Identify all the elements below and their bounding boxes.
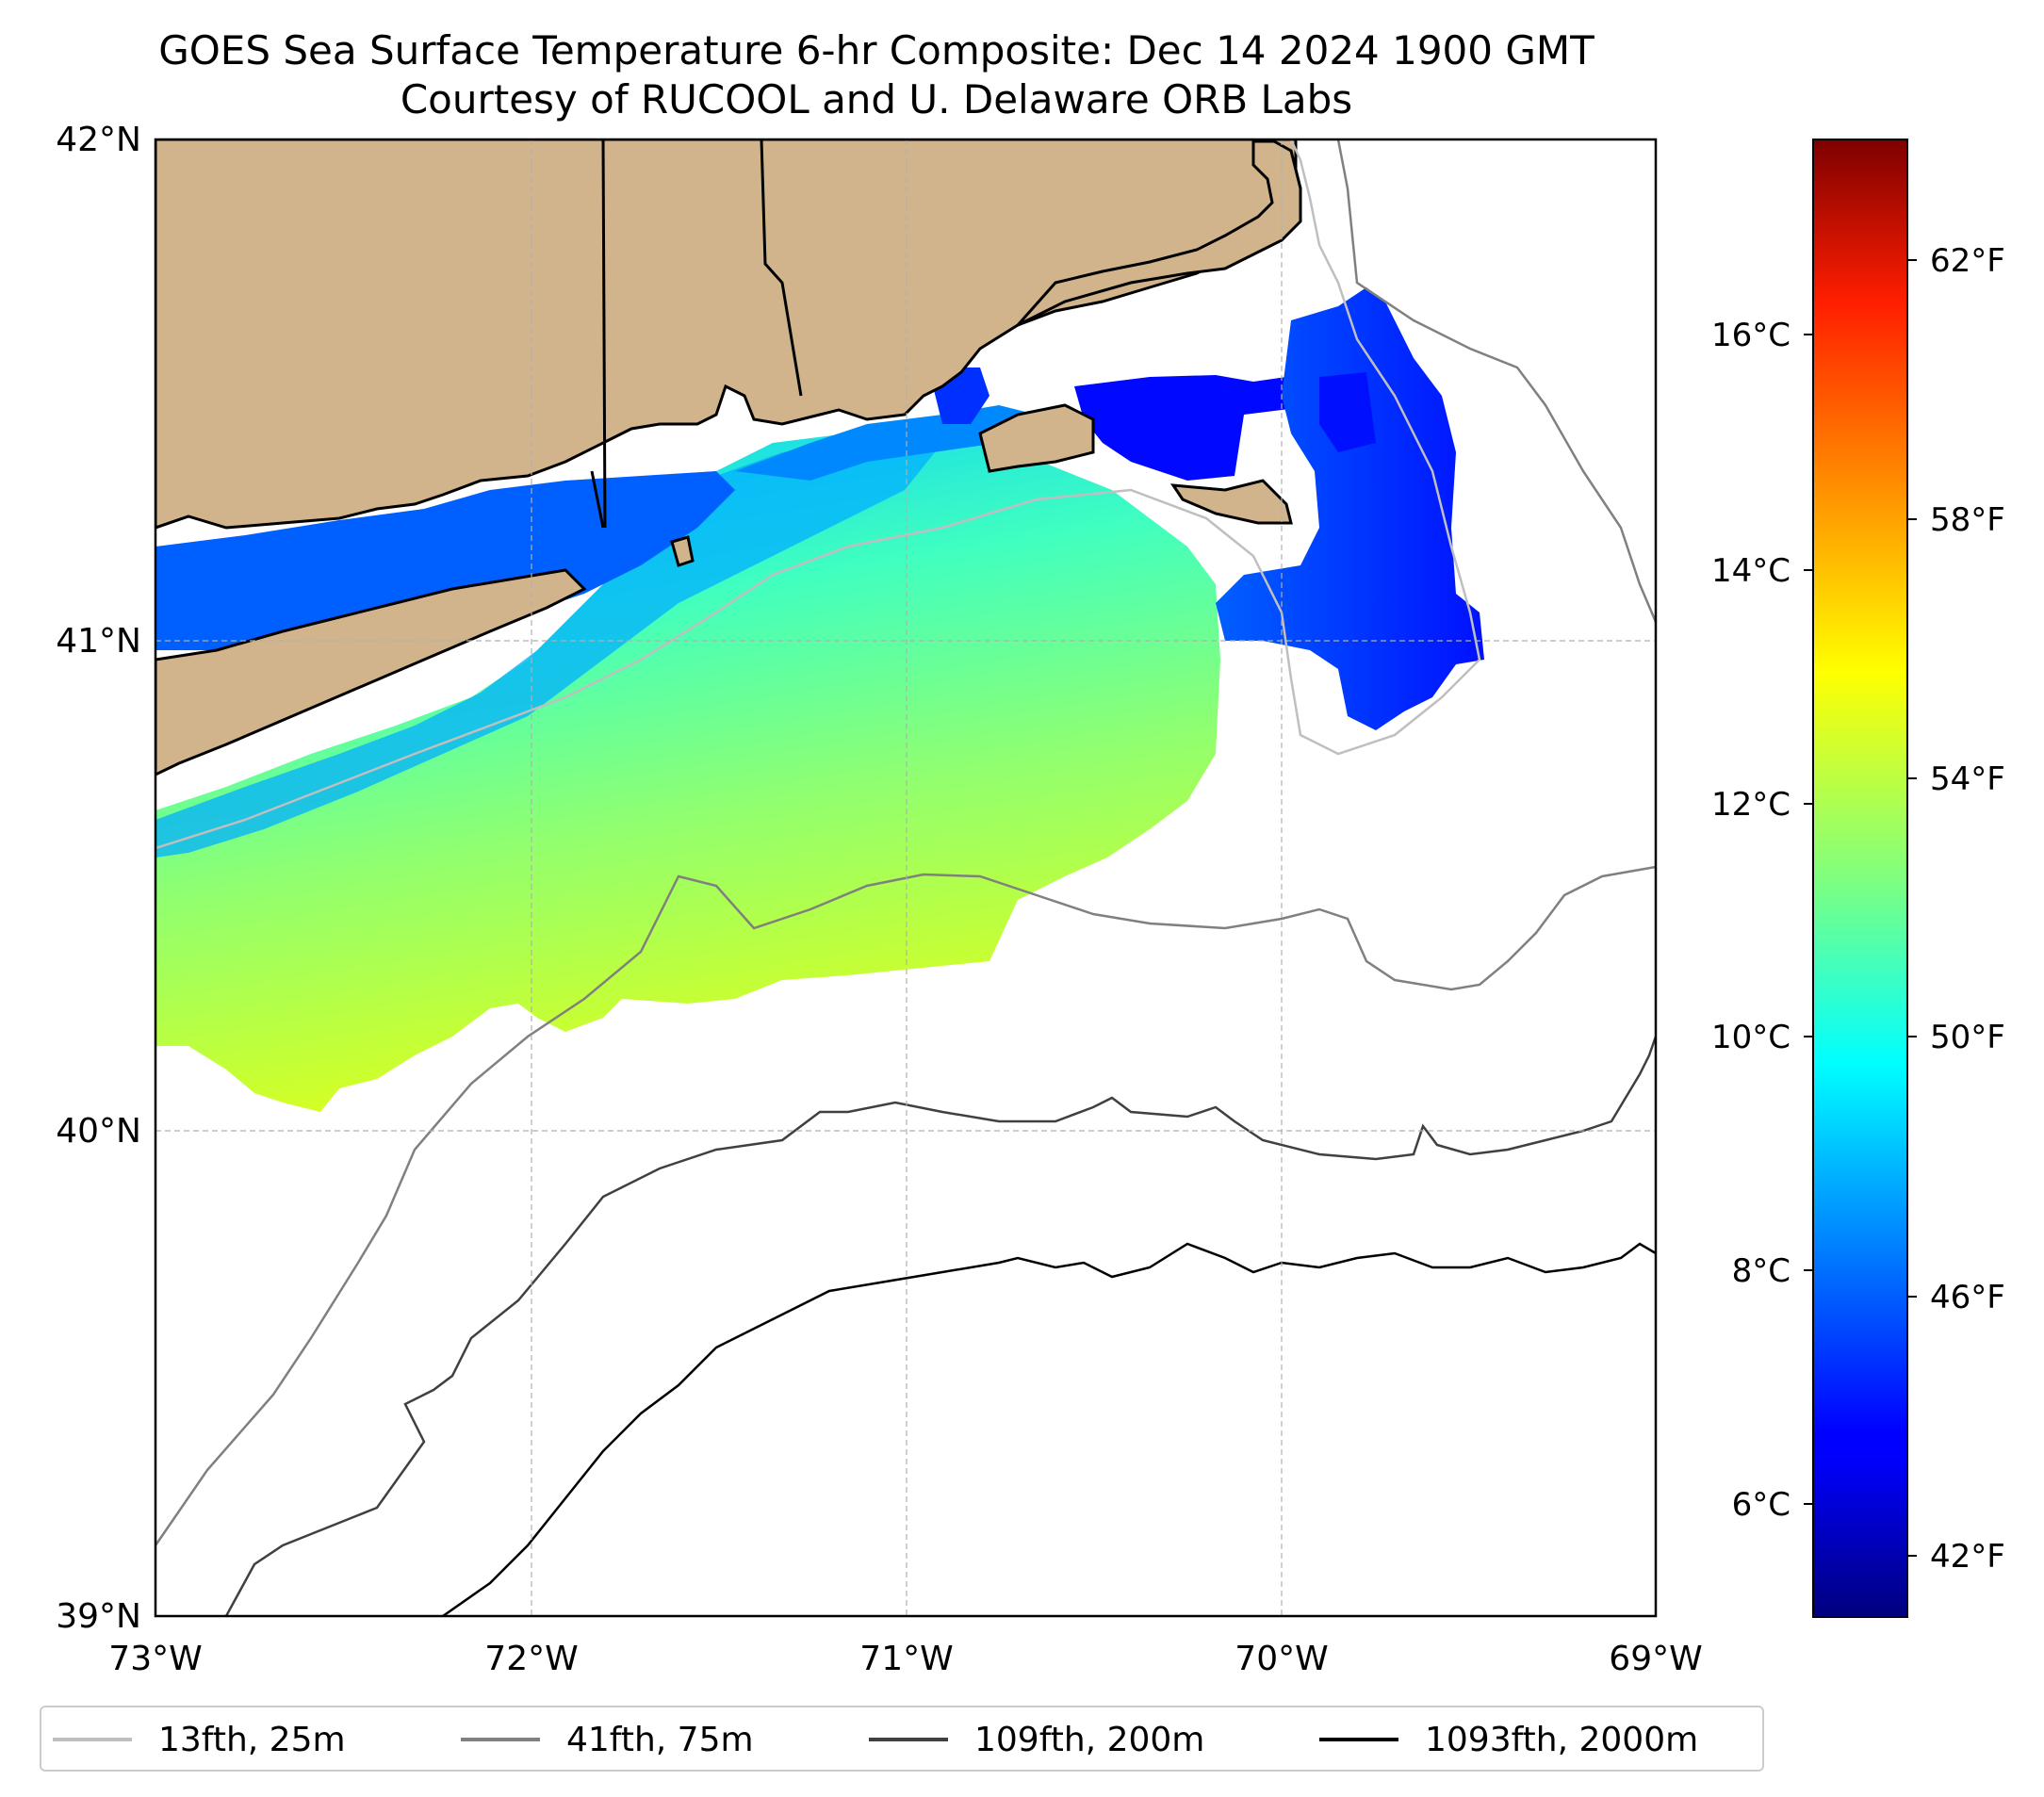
colorbar-celsius-label: 14°C	[1711, 552, 1791, 590]
land-marthas-vineyard	[978, 403, 1095, 473]
legend-label: 41fth, 75m	[566, 1720, 754, 1759]
legend-swatch	[869, 1738, 948, 1741]
colorbar-celsius-label: 10°C	[1711, 1019, 1791, 1056]
map-title: GOES Sea Surface Temperature 6-hr Compos…	[158, 27, 1594, 74]
colorbar-fahrenheit-label: 62°F	[1930, 242, 2005, 280]
legend-item-25m: 13fth, 25m	[53, 1720, 346, 1759]
x-tick-label: 70°W	[1235, 1640, 1328, 1678]
colorbar-fahrenheit-label: 42°F	[1930, 1538, 2005, 1576]
sst-cold-muskeget	[1319, 372, 1376, 452]
legend-label: 13fth, 25m	[158, 1720, 346, 1759]
legend: 13fth, 25m 41fth, 75m 109fth, 200m 1093f…	[40, 1706, 1764, 1772]
y-tick-label: 39°N	[56, 1597, 141, 1636]
legend-swatch	[461, 1738, 540, 1741]
colorbar-fahrenheit-label: 54°F	[1930, 760, 2005, 798]
colorbar-celsius-label: 12°C	[1711, 786, 1791, 824]
y-tick-label: 41°N	[56, 622, 141, 661]
colorbar-fahrenheit-label: 58°F	[1930, 501, 2005, 539]
isobath-200m	[224, 1036, 1656, 1616]
isobath-75m	[155, 139, 1656, 1546]
sst-cool-nearshore	[155, 433, 942, 858]
isobath-25m	[155, 139, 1481, 850]
legend-label: 109fth, 200m	[974, 1720, 1205, 1759]
x-axis-labels: 73°W 72°W 71°W 70°W 69°W	[108, 1640, 1702, 1678]
legend-item-200m: 109fth, 200m	[869, 1720, 1205, 1759]
land-block-island	[670, 535, 695, 567]
legend-swatch	[53, 1738, 132, 1741]
colorbar-celsius-label: 6°C	[1732, 1486, 1791, 1524]
sst-cold-nantucket-sound	[1074, 372, 1319, 481]
isobath-2000m	[442, 1242, 1656, 1616]
colorbar-fahrenheit-ticks	[1907, 259, 1917, 1557]
map-frame	[154, 138, 1658, 1618]
sst-cold-west-sound	[155, 471, 735, 660]
legend-item-75m: 41fth, 75m	[461, 1720, 754, 1759]
x-tick-label: 72°W	[484, 1640, 578, 1678]
colorbar-gradient	[1812, 139, 1908, 1618]
legend-label: 1093fth, 2000m	[1425, 1720, 1699, 1759]
y-tick-label: 42°N	[56, 121, 141, 159]
map-subtitle: Courtesy of RUCOOL and U. Delaware ORB L…	[400, 76, 1353, 123]
colorbar-celsius-label: 16°C	[1711, 317, 1791, 354]
x-tick-label: 69°W	[1609, 1640, 1702, 1678]
y-axis-labels: 42°N 41°N 40°N 39°N	[56, 121, 141, 1636]
sst-warm-field	[155, 424, 1220, 1112]
x-tick-label: 71°W	[859, 1640, 953, 1678]
map-area	[155, 139, 1656, 1616]
colorbar-celsius-label: 8°C	[1732, 1252, 1791, 1290]
state-borders	[590, 139, 803, 529]
land-longisland	[155, 568, 587, 776]
colorbar-fahrenheit-label: 50°F	[1930, 1019, 2005, 1056]
colorbar: 16°C 14°C 12°C 10°C 8°C 6°C 62°F 58°F 54…	[1711, 139, 2005, 1618]
land-nantucket	[1170, 479, 1293, 525]
colorbar-celsius-ticks	[1804, 334, 1813, 1505]
land-capecod	[1016, 139, 1302, 327]
colorbar-fahrenheit-label: 46°F	[1930, 1279, 2005, 1316]
legend-swatch	[1319, 1738, 1398, 1741]
y-tick-label: 40°N	[56, 1112, 141, 1151]
legend-item-2000m: 1093fth, 2000m	[1319, 1720, 1699, 1759]
x-tick-label: 73°W	[108, 1640, 202, 1678]
